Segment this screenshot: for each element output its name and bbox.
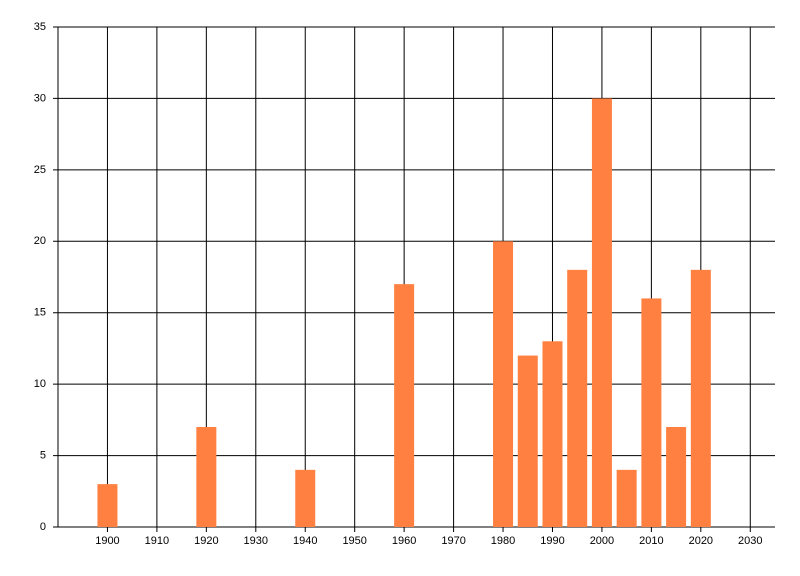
bar	[690, 269, 711, 527]
y-tick-label: 5	[40, 449, 46, 461]
x-tick-label: 1920	[194, 535, 218, 547]
x-tick-label: 1980	[491, 535, 515, 547]
x-tick-label: 1900	[95, 535, 119, 547]
bar	[295, 469, 316, 527]
x-tick-label: 2000	[590, 535, 614, 547]
y-tick-label: 25	[34, 164, 46, 176]
x-tick-label: 2010	[639, 535, 663, 547]
bar	[666, 427, 687, 527]
bar	[97, 484, 118, 527]
x-tick-label: 1940	[293, 535, 317, 547]
y-tick-label: 0	[40, 521, 46, 533]
x-tick-label: 1990	[540, 535, 564, 547]
x-tick-label: 1910	[145, 535, 169, 547]
bar	[591, 98, 612, 527]
bar	[641, 298, 662, 527]
y-tick-label: 30	[34, 92, 46, 104]
x-tick-label: 1960	[392, 535, 416, 547]
x-tick-label: 1970	[441, 535, 465, 547]
x-tick-label: 1950	[342, 535, 366, 547]
y-tick-label: 10	[34, 378, 46, 390]
y-tick-label: 15	[34, 307, 46, 319]
y-tick-label: 20	[34, 235, 46, 247]
y-tick-label: 35	[34, 21, 46, 33]
x-tick-label: 2030	[738, 535, 762, 547]
bar	[517, 355, 538, 527]
bar	[567, 269, 588, 527]
bar	[394, 284, 415, 527]
x-tick-label: 1930	[244, 535, 268, 547]
bar	[542, 341, 563, 527]
bar	[493, 241, 514, 528]
bar	[196, 427, 217, 527]
x-tick-label: 2020	[689, 535, 713, 547]
bar	[616, 469, 637, 527]
